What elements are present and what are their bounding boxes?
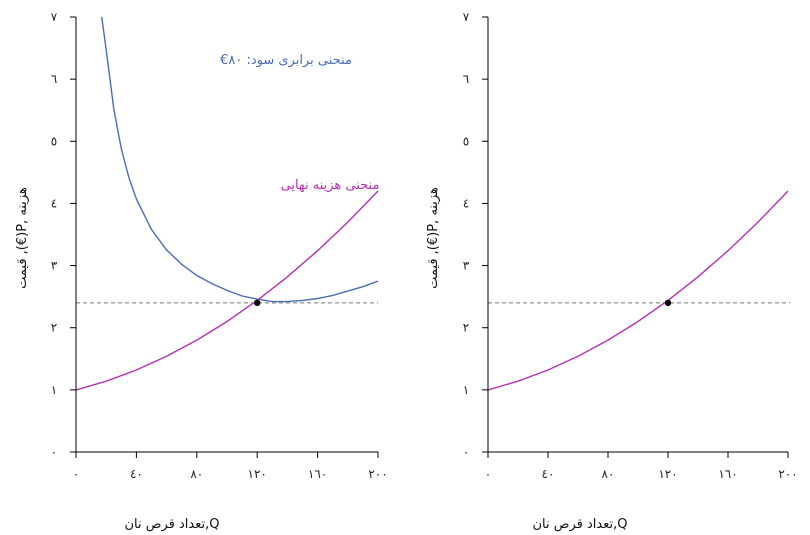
- left-y-tick-label: ٧: [51, 10, 58, 24]
- left-y-tick-label: ٥: [51, 134, 57, 148]
- marginal-cost-curve-label: منحنی هزینه نهایی: [281, 178, 380, 193]
- left-x-tick-label: ٤٠: [130, 467, 143, 481]
- left-x-axis-title: Q,تعداد قرص نان: [125, 517, 220, 532]
- left-series-layer: [75, 16, 379, 391]
- left-x-tick-label: ١٢٠: [248, 467, 267, 481]
- right-ticks: ٠ ١ ٢ ٣ ٤ ٥ ٦ ٧ ٠ ٤٠ ٨٠ ١٢٠ ١٦٠ ٢٠٠: [463, 10, 798, 481]
- left-equilibrium-point: [254, 299, 261, 307]
- right-y-tick-label: ٦: [463, 72, 469, 86]
- right-x-axis-title: Q,تعداد قرص نان: [533, 517, 628, 532]
- left-marginal-cost-curve: [75, 190, 379, 391]
- right-y-tick-label: ٤: [463, 196, 469, 210]
- right-y-tick-label: ٣: [463, 259, 470, 273]
- chart-right: ٠ ١ ٢ ٣ ٤ ٥ ٦ ٧ ٠ ٤٠ ٨٠ ١٢٠ ١٦٠ ٢٠٠ Q,تعداد قرص نان ه…: [426, 10, 798, 532]
- right-x-tick-label: ٠: [485, 467, 491, 481]
- left-y-tick-label: ٤: [51, 196, 57, 210]
- right-y-tick-label: ١: [463, 383, 469, 397]
- right-equilibrium-point: [664, 299, 672, 307]
- left-y-axis-title: هزینه ,P(€), قیمت: [15, 187, 30, 289]
- right-y-axis-title: هزینه ,P(€), قیمت: [426, 187, 441, 289]
- left-y-tick-label: ١: [51, 383, 57, 397]
- right-x-tick-label: ٢٠٠: [778, 467, 797, 481]
- left-y-tick-label: ٢: [51, 321, 57, 335]
- right-y-tick-label: ٥: [463, 134, 469, 148]
- right-y-tick-label: ٢: [463, 321, 469, 335]
- left-x-tick-label: ٢٠٠: [368, 467, 387, 481]
- isoprofit-curve-label: منحنی برابری سود: ٨٠€: [220, 53, 352, 68]
- right-y-tick-label: ٧: [463, 10, 470, 24]
- left-y-tick-label: ٣: [51, 259, 58, 273]
- left-ticks: ٠ ١ ٢ ٣ ٤ ٥ ٦ ٧ ٠ ٤٠ ٨٠ ١٢٠ ١٦٠ ٢٠٠: [51, 10, 388, 481]
- left-y-tick-label: ٠: [51, 445, 57, 459]
- left-x-tick-label: ٠: [73, 467, 79, 481]
- right-x-tick-label: ٤٠: [542, 467, 555, 481]
- left-x-tick-label: ٨٠: [190, 467, 203, 481]
- right-series-layer: [487, 190, 789, 391]
- left-isoprofit-curve: [101, 16, 379, 303]
- left-x-tick-label: ١٦٠: [308, 467, 327, 481]
- left-y-tick-label: ٦: [51, 72, 57, 86]
- right-marginal-cost-curve: [487, 190, 789, 391]
- right-x-tick-label: ١٦٠: [718, 467, 737, 481]
- right-y-tick-label: ٠: [463, 445, 469, 459]
- chart-left: ٠ ١ ٢ ٣ ٤ ٥ ٦ ٧ ٠ ٤٠ ٨٠ ١٢٠ ١٦٠ ٢٠٠ Q,تعداد قرص نان ه…: [15, 10, 388, 532]
- right-x-tick-label: ٨٠: [602, 467, 615, 481]
- right-x-tick-label: ١٢٠: [658, 467, 677, 481]
